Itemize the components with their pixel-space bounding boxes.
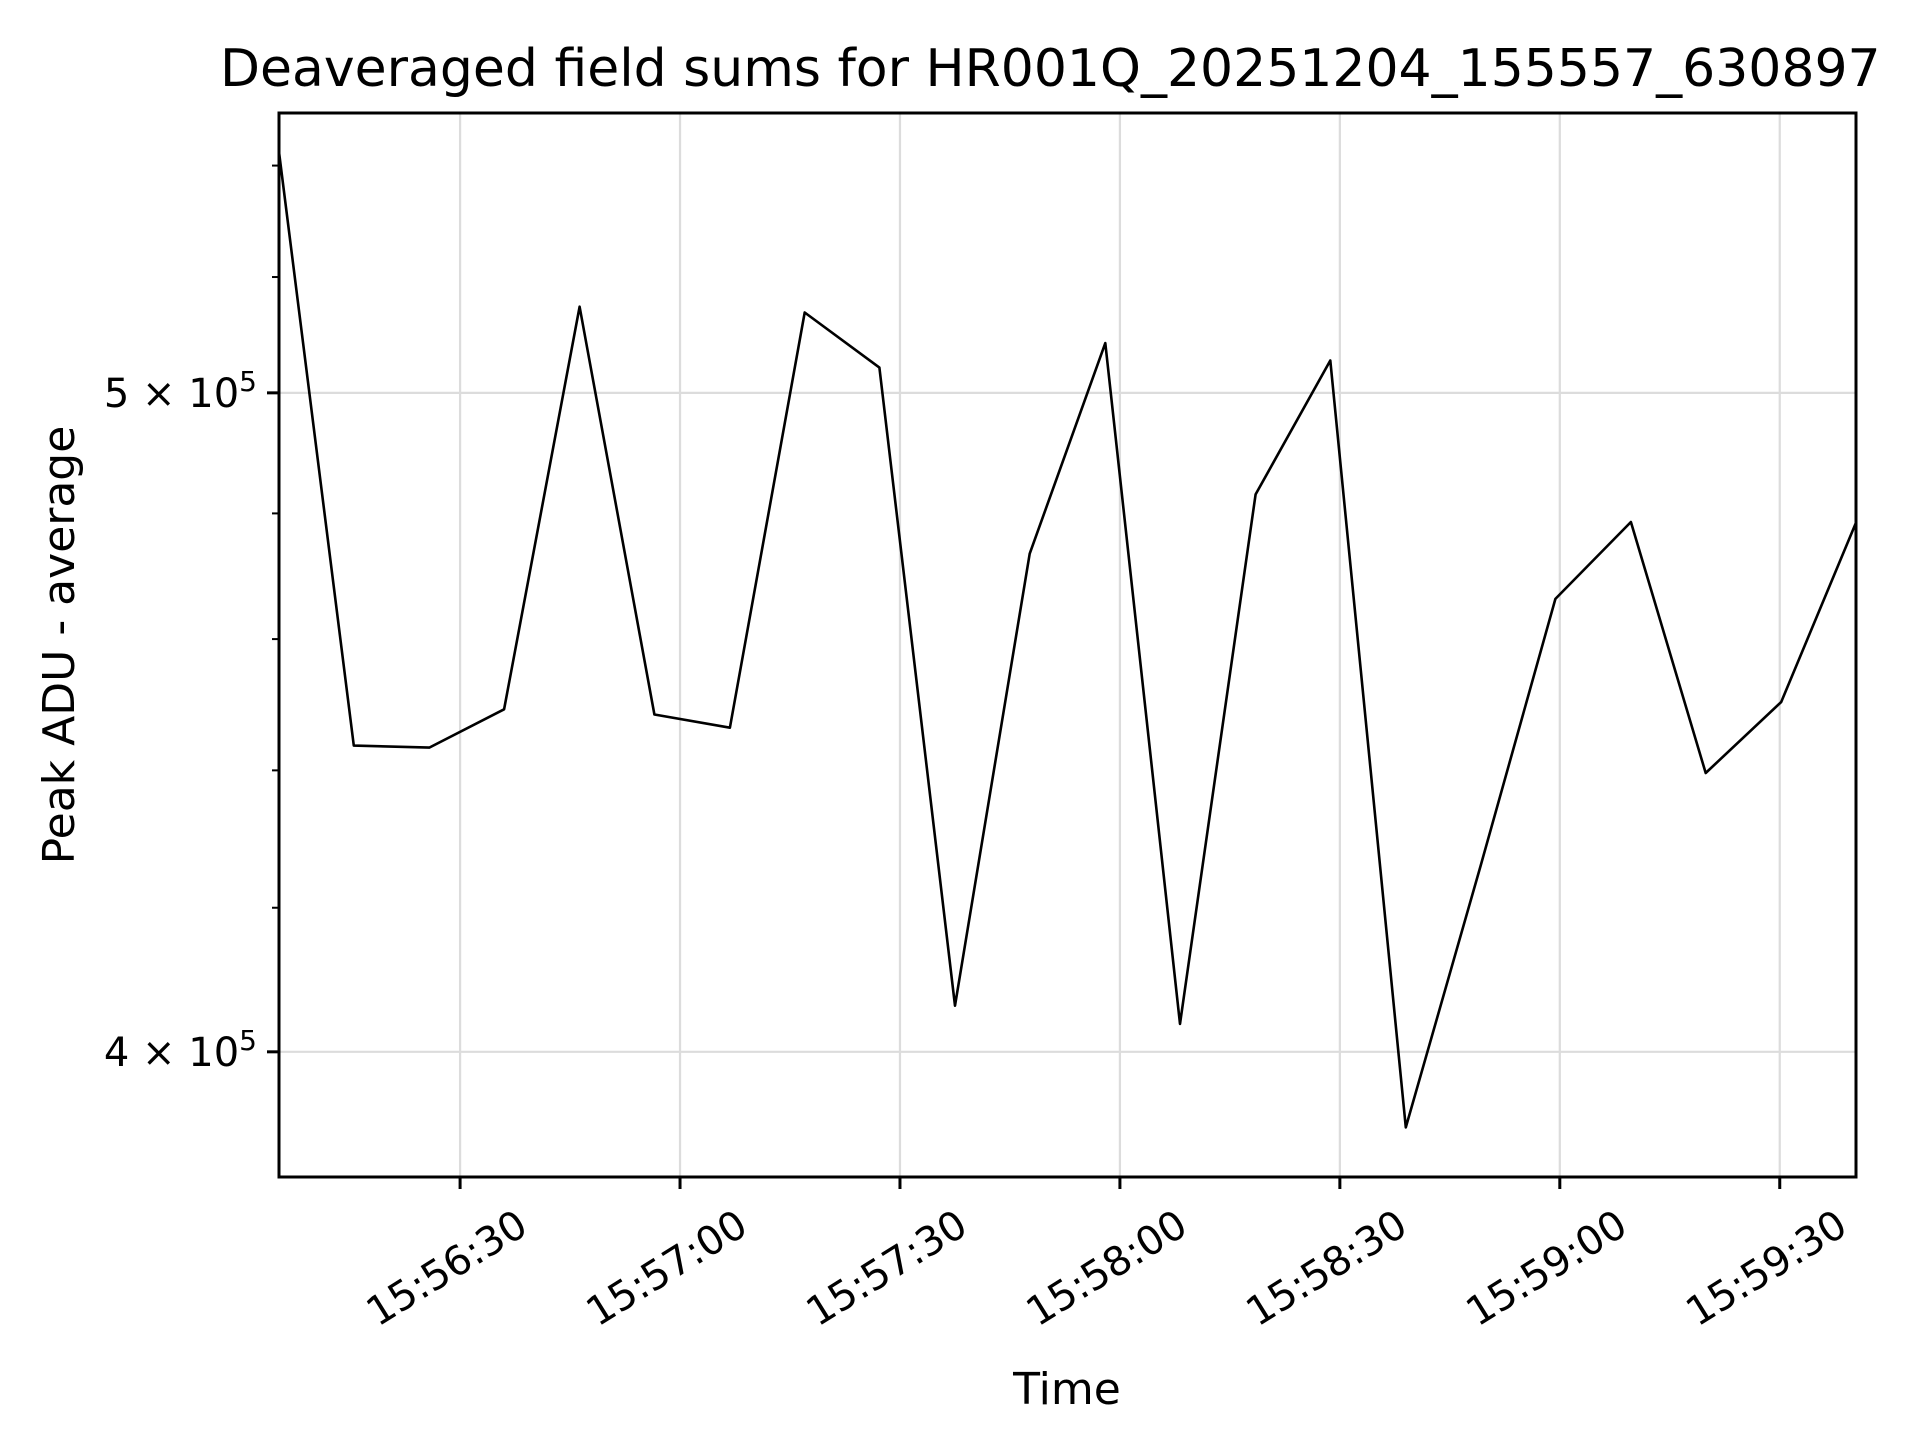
data-line: [277, 150, 1858, 1129]
x-tick-label: 15:57:30: [799, 1201, 976, 1335]
y-axis-label: Peak ADU - average: [34, 426, 85, 865]
y-tick-label: 5 × 105: [104, 365, 257, 417]
x-tick-label: 15:59:30: [1678, 1201, 1855, 1335]
chart-title: Deaveraged field sums for HR001Q_2025120…: [220, 39, 1881, 99]
x-tick-label: 15:58:00: [1018, 1201, 1195, 1335]
x-tick-label: 15:56:30: [359, 1201, 536, 1335]
plot-border: [277, 111, 1858, 1179]
x-axis-label: Time: [1012, 1364, 1121, 1415]
axis-ticks: [267, 164, 1782, 1189]
x-tick-label: 15:57:00: [579, 1201, 756, 1335]
y-tick-label: 4 × 105: [104, 1024, 257, 1076]
x-tick-label: 15:58:30: [1238, 1201, 1415, 1335]
x-tick-label: 15:59:00: [1458, 1201, 1635, 1335]
gridlines: [279, 113, 1856, 1177]
data-series-layer: [277, 150, 1858, 1129]
